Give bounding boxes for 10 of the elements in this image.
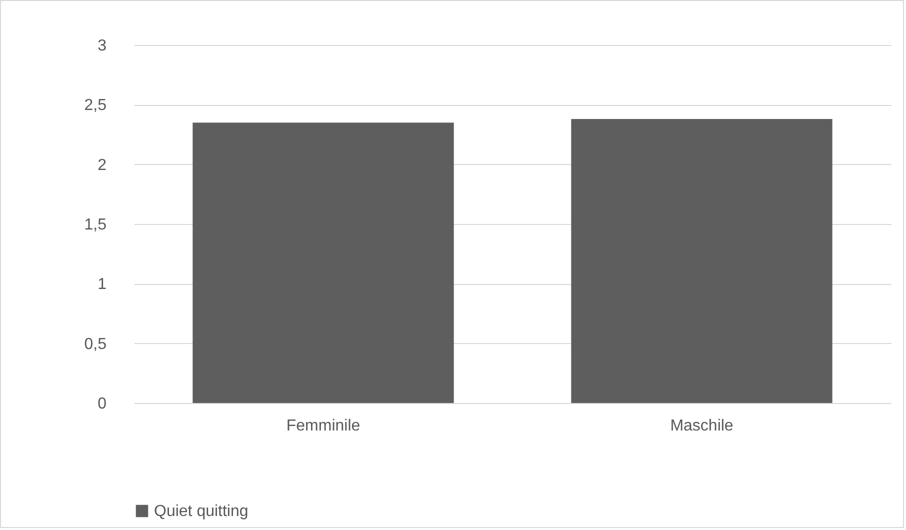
x-tick-label: Femminile bbox=[286, 418, 360, 434]
y-tick-label: 0,5 bbox=[84, 336, 107, 353]
legend-label: Quiet quitting bbox=[154, 503, 248, 520]
y-tick-label: 1 bbox=[98, 276, 107, 294]
y-tick-label: 1,5 bbox=[84, 216, 107, 234]
y-tick-label: 3 bbox=[98, 38, 107, 54]
y-tick-label: 2,5 bbox=[84, 97, 107, 114]
y-tick-label: 2 bbox=[98, 156, 107, 174]
y-tick-label: 0 bbox=[98, 396, 107, 412]
x-tick-label: Maschile bbox=[670, 418, 734, 434]
